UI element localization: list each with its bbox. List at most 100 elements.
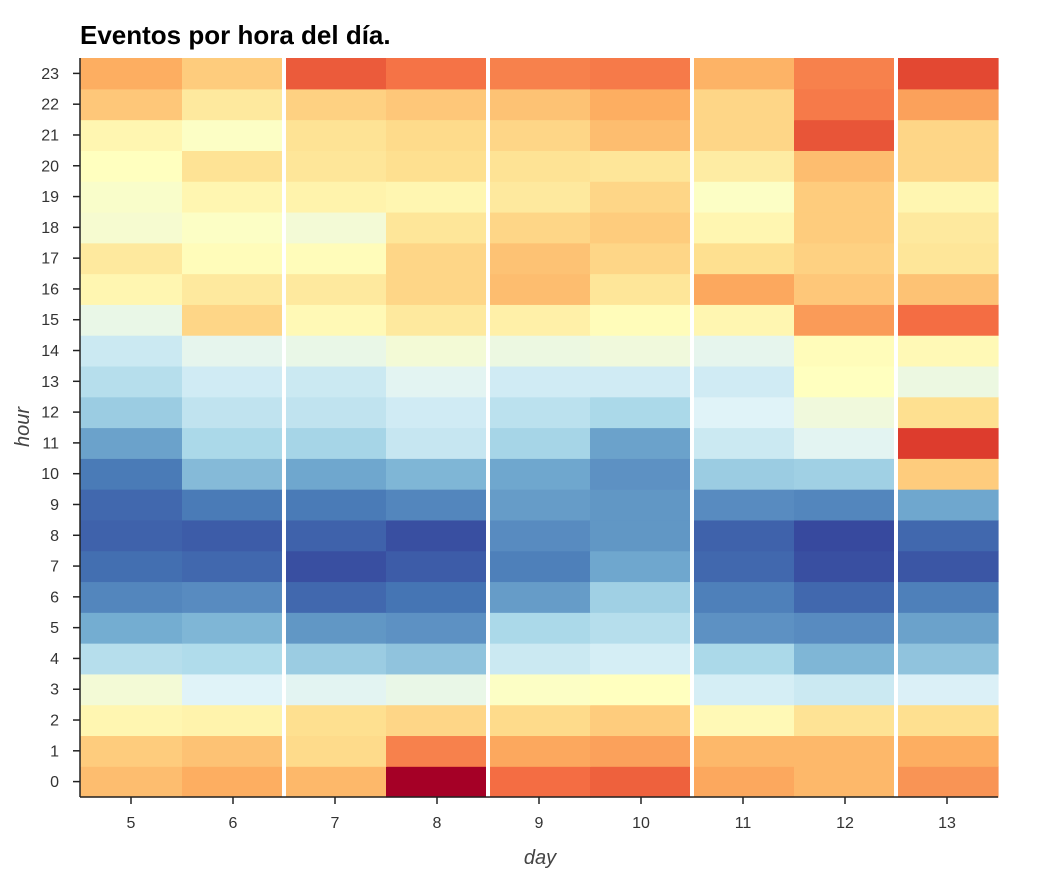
heatmap-cell-day-6-hour-8 <box>182 519 285 552</box>
heatmap-cell-day-13-hour-16 <box>896 273 999 305</box>
heatmap-cell-day-7-hour-15 <box>284 304 387 336</box>
y-tick-label-12: 12 <box>41 405 59 422</box>
y-tick-label-11: 11 <box>42 435 59 452</box>
heatmap-cell-day-7-hour-2 <box>284 704 387 737</box>
heatmap-cell-day-13-hour-20 <box>896 150 999 182</box>
y-tick-label-16: 16 <box>41 281 59 298</box>
heatmap-cell-day-7-hour-10 <box>284 458 387 490</box>
heatmap-cell-day-6-hour-18 <box>182 211 285 244</box>
heatmap-cell-day-12-hour-0 <box>794 766 897 798</box>
heatmap-cell-day-5-hour-7 <box>80 550 183 583</box>
heatmap-cell-day-11-hour-15 <box>692 304 795 336</box>
heatmap-cell-day-11-hour-18 <box>692 211 795 244</box>
y-tick-label-17: 17 <box>41 251 59 268</box>
heatmap-cell-day-13-hour-19 <box>896 181 999 213</box>
y-tick-label-1: 1 <box>50 743 59 760</box>
heatmap-cell-day-9-hour-18 <box>488 211 591 244</box>
heatmap-cell-day-10-hour-10 <box>590 458 693 490</box>
heatmap-cell-day-7-hour-3 <box>284 673 387 706</box>
heatmap-cell-day-8-hour-10 <box>386 458 489 490</box>
heatmap-cell-day-13-hour-23 <box>896 58 999 90</box>
heatmap-cell-day-8-hour-7 <box>386 550 489 583</box>
heatmap-cell-day-9-hour-22 <box>488 88 591 121</box>
heatmap-cell-day-13-hour-1 <box>896 735 999 767</box>
y-tick-label-2: 2 <box>50 713 59 730</box>
x-tick-label-10: 10 <box>632 815 650 832</box>
heatmap-cell-day-9-hour-23 <box>488 58 591 90</box>
heatmap-cell-day-5-hour-16 <box>80 273 183 305</box>
y-tick-label-23: 23 <box>41 66 59 83</box>
heatmap-cell-day-11-hour-6 <box>692 581 795 613</box>
heatmap-cell-day-12-hour-7 <box>794 550 897 583</box>
heatmap-cell-day-9-hour-2 <box>488 704 591 737</box>
heatmap-cell-day-7-hour-23 <box>284 58 387 90</box>
heatmap-cell-day-9-hour-8 <box>488 519 591 552</box>
heatmap-cell-day-7-hour-12 <box>284 396 387 429</box>
heatmap-cell-day-9-hour-10 <box>488 458 591 490</box>
heatmap-cell-day-12-hour-8 <box>794 519 897 552</box>
heatmap-cell-day-10-hour-7 <box>590 550 693 583</box>
x-tick-label-8: 8 <box>433 815 442 832</box>
heatmap-cell-day-7-hour-14 <box>284 335 387 367</box>
heatmap-cell-day-8-hour-22 <box>386 88 489 121</box>
heatmap-cell-day-9-hour-1 <box>488 735 591 767</box>
heatmap-cell-day-9-hour-3 <box>488 673 591 706</box>
heatmap-cell-day-9-hour-16 <box>488 273 591 305</box>
heatmap-cell-day-12-hour-21 <box>794 119 897 151</box>
heatmap-cell-day-5-hour-20 <box>80 150 183 182</box>
heatmap-cell-day-6-hour-7 <box>182 550 285 583</box>
heatmap-cell-day-13-hour-18 <box>896 211 999 244</box>
heatmap-cell-day-11-hour-7 <box>692 550 795 583</box>
heatmap-cell-day-10-hour-0 <box>590 766 693 798</box>
heatmap-cell-day-9-hour-14 <box>488 335 591 367</box>
heatmap-cell-day-8-hour-4 <box>386 643 489 675</box>
heatmap-cell-day-6-hour-19 <box>182 181 285 213</box>
heatmap-cell-day-11-hour-8 <box>692 519 795 552</box>
y-tick-label-9: 9 <box>50 497 59 514</box>
heatmap-cell-day-7-hour-1 <box>284 735 387 767</box>
heatmap-cell-day-8-hour-5 <box>386 612 489 644</box>
heatmap-cell-day-8-hour-21 <box>386 119 489 151</box>
x-axis-label: day <box>524 847 557 869</box>
heatmap-cell-day-7-hour-18 <box>284 211 387 244</box>
heatmap-cell-day-6-hour-3 <box>182 673 285 706</box>
heatmap-cell-day-8-hour-14 <box>386 335 489 367</box>
heatmap-cell-day-9-hour-0 <box>488 766 591 798</box>
heatmap-cell-day-10-hour-14 <box>590 335 693 367</box>
heatmap-cell-day-5-hour-17 <box>80 242 183 275</box>
heatmap-cell-day-12-hour-2 <box>794 704 897 737</box>
heatmap-cell-day-10-hour-20 <box>590 150 693 182</box>
heatmap-cell-day-10-hour-18 <box>590 211 693 244</box>
heatmap-cell-day-13-hour-15 <box>896 304 999 336</box>
heatmap-cell-day-13-hour-4 <box>896 643 999 675</box>
heatmap-cell-day-13-hour-2 <box>896 704 999 737</box>
y-tick-label-21: 21 <box>41 127 59 144</box>
y-tick-label-10: 10 <box>41 466 59 483</box>
heatmap-cell-day-7-hour-9 <box>284 489 387 521</box>
heatmap-cell-day-8-hour-2 <box>386 704 489 737</box>
y-tick-label-5: 5 <box>50 620 59 637</box>
heatmap-cell-day-13-hour-10 <box>896 458 999 490</box>
heatmap-cell-day-11-hour-1 <box>692 735 795 767</box>
x-tick-label-12: 12 <box>836 815 854 832</box>
x-tick-label-13: 13 <box>938 815 956 832</box>
heatmap-cell-day-5-hour-22 <box>80 88 183 121</box>
heatmap-cell-day-11-hour-5 <box>692 612 795 644</box>
heatmap-cell-day-7-hour-13 <box>284 365 387 398</box>
heatmap-cell-day-10-hour-17 <box>590 242 693 275</box>
heatmap-cell-day-10-hour-1 <box>590 735 693 767</box>
heatmap-cell-day-10-hour-9 <box>590 489 693 521</box>
heatmap-cell-day-5-hour-3 <box>80 673 183 706</box>
heatmap-cells <box>80 58 999 798</box>
heatmap-cell-day-8-hour-18 <box>386 211 489 244</box>
heatmap-cell-day-6-hour-15 <box>182 304 285 336</box>
heatmap-cell-day-8-hour-8 <box>386 519 489 552</box>
heatmap-cell-day-5-hour-2 <box>80 704 183 737</box>
heatmap-cell-day-11-hour-9 <box>692 489 795 521</box>
heatmap-cell-day-12-hour-6 <box>794 581 897 613</box>
heatmap-cell-day-12-hour-17 <box>794 242 897 275</box>
heatmap-cell-day-13-hour-7 <box>896 550 999 583</box>
heatmap-cell-day-5-hour-5 <box>80 612 183 644</box>
